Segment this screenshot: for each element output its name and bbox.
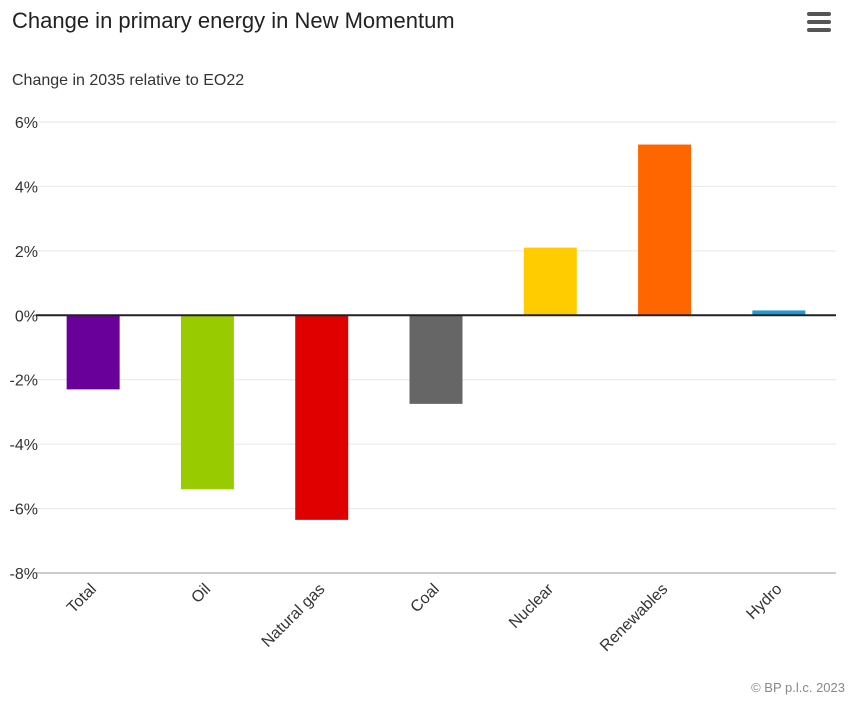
bar-coal[interactable] — [409, 315, 463, 404]
chart-title: Change in primary energy in New Momentum — [12, 8, 455, 33]
bar-natural-gas[interactable] — [295, 315, 349, 520]
hamburger-menu-icon[interactable] — [805, 10, 833, 34]
x-tick-label: Renewables — [597, 581, 671, 655]
y-tick-label: -2% — [10, 373, 38, 390]
bars — [66, 144, 806, 520]
x-tick-label: Total — [64, 581, 100, 617]
y-tick-label: -6% — [10, 502, 38, 519]
x-tick-label: Hydro — [743, 581, 785, 623]
y-tick-label: 4% — [15, 179, 38, 196]
x-axis-labels: Total Oil Natural gas Coal Nuclear Renewables… — [64, 580, 786, 655]
bar-nuclear[interactable] — [523, 247, 577, 316]
y-tick-label: 0% — [15, 308, 38, 325]
y-tick-label: 2% — [15, 244, 38, 261]
x-tick-label: Natural gas — [259, 581, 329, 651]
copyright-credit: © BP p.l.c. 2023 — [751, 680, 845, 695]
y-axis-ticks: 6% 4% 2% 0% -2% -4% -6% -8% — [10, 115, 38, 583]
x-tick-label: Coal — [408, 581, 443, 616]
bar-hydro[interactable] — [752, 310, 806, 316]
x-tick-label: Oil — [188, 581, 214, 607]
y-tick-label: -8% — [10, 566, 38, 583]
bar-total[interactable] — [66, 315, 120, 390]
bar-renewables[interactable] — [638, 144, 692, 316]
chart-subtitle: Change in 2035 relative to EO22 — [12, 72, 245, 89]
y-tick-label: -4% — [10, 437, 38, 454]
bar-oil[interactable] — [180, 315, 234, 490]
y-tick-label: 6% — [15, 115, 38, 132]
x-tick-label: Nuclear — [506, 580, 557, 631]
gridlines — [36, 121, 836, 574]
